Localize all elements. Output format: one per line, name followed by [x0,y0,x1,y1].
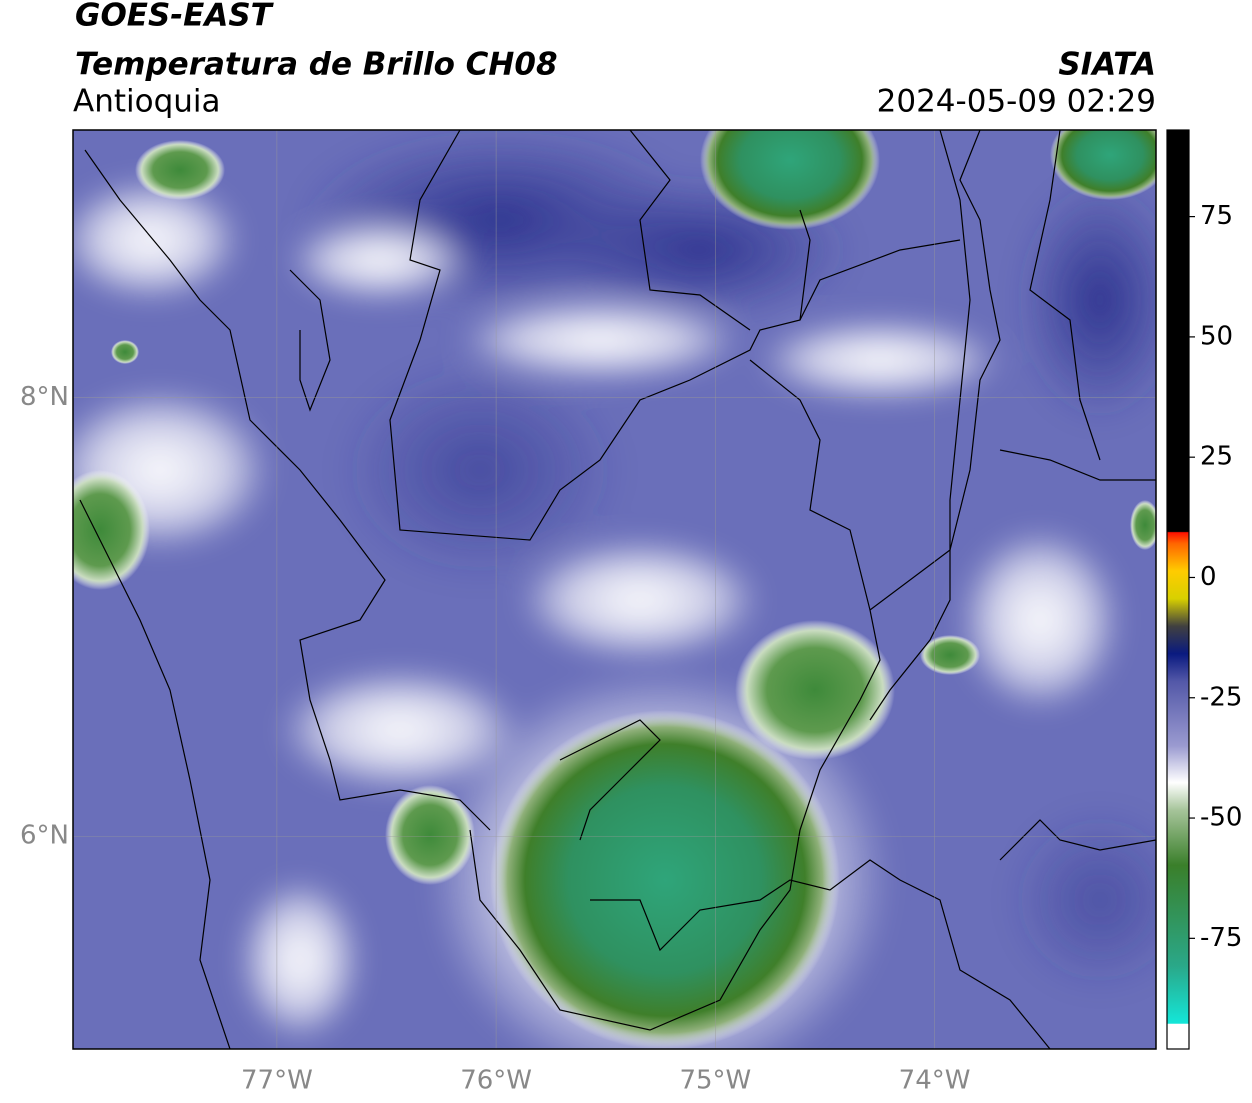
colorbar-tick-label: -75 [1200,923,1242,953]
region: Antioquia [73,84,221,120]
y-tick-label: 6°N [20,821,69,851]
x-tick-label: 76°W [460,1066,532,1096]
title: GOES-EAST [75,0,275,34]
colorbar-tick-label: -50 [1200,803,1242,833]
colorbar [1166,129,1190,1050]
subtitle: Temperatura de Brillo CH08 [75,47,558,83]
colorbar-tick-label: 25 [1200,442,1233,472]
x-tick-label: 75°W [679,1066,751,1096]
x-tick-label: 74°W [899,1066,971,1096]
x-tick-label: 77°W [241,1066,313,1096]
colorbar-tick-label: 0 [1200,562,1217,592]
colorbar-tick-label: 50 [1200,321,1233,351]
map-frame [72,129,1157,1050]
datetime: 2024-05-09 02:29 [877,84,1156,120]
y-tick-label: 8°N [20,382,69,412]
colorbar-tick-label: -25 [1200,682,1242,712]
grid [73,130,1156,1049]
satellite-image [73,130,1156,1049]
colorbar-tick-label: 75 [1200,201,1233,231]
source: SIATA [1058,47,1156,83]
